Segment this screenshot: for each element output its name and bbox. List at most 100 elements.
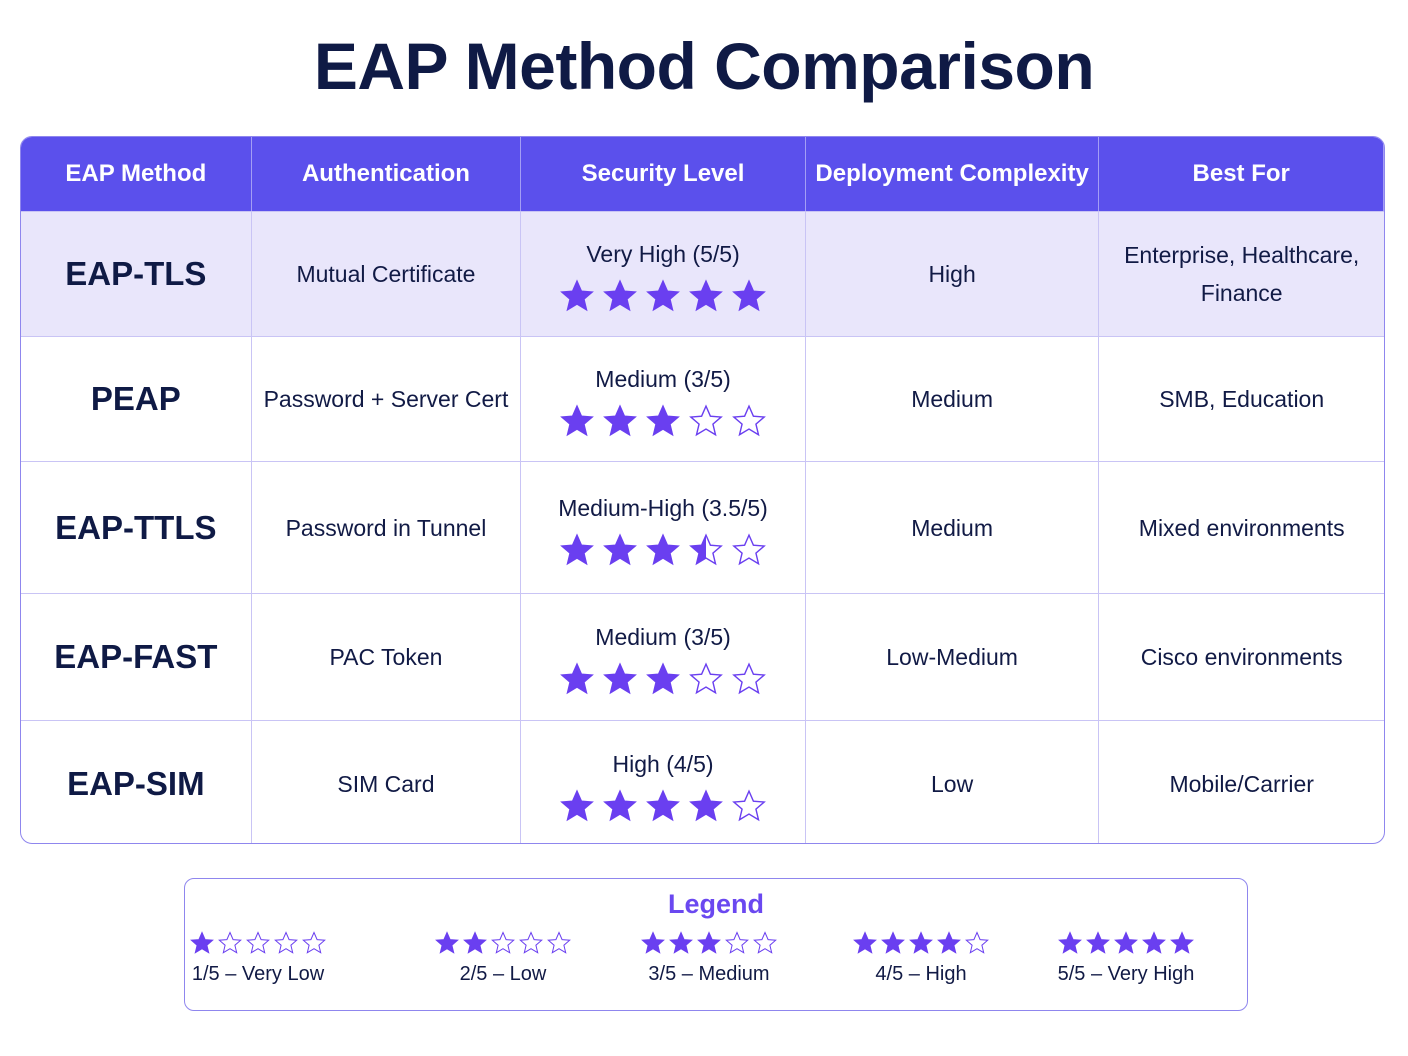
star-rating bbox=[560, 788, 766, 823]
complexity-cell-text: Low bbox=[930, 770, 974, 797]
authentication-cell-text: SIM Card bbox=[337, 770, 435, 797]
table-row: EAP-TLS Mutual Certificate Very High (5/5)… bbox=[21, 212, 1384, 337]
best-for-cell-text: Cisco environments bbox=[1140, 644, 1343, 670]
star-empty-icon bbox=[753, 931, 777, 954]
authentication-cell: SIM Card bbox=[252, 721, 522, 843]
legend-item: 2/5 – Low bbox=[403, 931, 603, 986]
star-filled-icon bbox=[435, 931, 459, 954]
method-cell: PEAP bbox=[21, 337, 252, 461]
table-header: EAP Method Authentication Security Level… bbox=[21, 137, 1384, 212]
star-filled-icon bbox=[1114, 931, 1138, 954]
security-cell-text: High (4/5) bbox=[612, 750, 714, 777]
star-rating bbox=[560, 404, 766, 438]
star-rating bbox=[560, 279, 766, 313]
star-filled-icon bbox=[603, 662, 637, 695]
star-filled-icon bbox=[697, 931, 721, 954]
star-filled-icon bbox=[603, 532, 637, 565]
best-for-cell: Cisco environments bbox=[1099, 594, 1384, 720]
comparison-table: EAP Method Authentication Security Level… bbox=[20, 136, 1385, 844]
authentication-cell: PAC Token bbox=[252, 594, 522, 720]
complexity-cell: High bbox=[806, 212, 1100, 336]
page-title: EAP Method Comparison bbox=[313, 29, 1095, 103]
star-rating bbox=[560, 662, 766, 696]
star-rating bbox=[853, 931, 989, 955]
star-filled-icon bbox=[732, 279, 766, 312]
star-rating bbox=[190, 931, 326, 955]
star-filled-icon bbox=[646, 532, 680, 565]
method-cell: EAP-TLS bbox=[21, 212, 252, 336]
star-filled-icon bbox=[646, 404, 680, 437]
table-row: EAP-SIM SIM Card High (4/5) Low Mobile/Carri… bbox=[21, 721, 1384, 843]
security-cell-text: Medium-High (3.5/5) bbox=[558, 494, 768, 521]
star-rating bbox=[641, 931, 777, 955]
star-empty-icon bbox=[491, 931, 515, 954]
star-empty-icon bbox=[218, 931, 242, 954]
star-empty-icon bbox=[732, 404, 766, 437]
star-filled-icon bbox=[560, 404, 594, 437]
star-empty-icon bbox=[274, 931, 298, 954]
table-row: PEAP Password + Server Cert Medium (3/5) Me… bbox=[21, 337, 1384, 462]
star-empty-icon bbox=[547, 931, 571, 954]
security-cell: Very High (5/5) bbox=[521, 212, 806, 336]
complexity-cell-text: Low-Medium bbox=[886, 644, 1018, 670]
complexity-cell: Medium bbox=[806, 337, 1100, 461]
star-empty-icon bbox=[725, 931, 749, 954]
header-security: Security Level bbox=[521, 137, 806, 211]
method-cell-text: EAP-TTLS bbox=[55, 508, 217, 546]
authentication-cell-text: Mutual Certificate bbox=[296, 261, 476, 287]
header-best-for: Best For bbox=[1099, 137, 1384, 211]
star-filled-icon bbox=[669, 931, 693, 954]
method-cell-text: EAP-TLS bbox=[65, 255, 207, 292]
authentication-cell: Password in Tunnel bbox=[252, 462, 522, 593]
legend-label: 3/5 – Medium bbox=[648, 963, 770, 985]
complexity-cell: Low-Medium bbox=[806, 594, 1100, 720]
star-filled-icon bbox=[689, 279, 723, 312]
star-filled-icon bbox=[1170, 931, 1194, 954]
security-cell-text: Medium (3/5) bbox=[595, 366, 731, 392]
star-filled-icon bbox=[560, 662, 594, 695]
authentication-cell-text: Password + Server Cert bbox=[263, 386, 509, 412]
star-filled-icon bbox=[853, 931, 877, 954]
legend-label: 2/5 – Low bbox=[459, 963, 547, 985]
star-empty-icon bbox=[246, 931, 270, 954]
star-half-icon bbox=[689, 532, 723, 565]
legend-label: 4/5 – High bbox=[875, 963, 967, 985]
table-row: EAP-TTLS Password in Tunnel Medium-High (3… bbox=[21, 462, 1384, 594]
complexity-cell-text: Medium bbox=[911, 386, 993, 412]
star-empty-icon bbox=[302, 931, 326, 954]
star-filled-icon bbox=[560, 788, 594, 821]
star-filled-icon bbox=[463, 931, 487, 954]
authentication-cell: Mutual Certificate bbox=[252, 212, 522, 336]
star-empty-icon bbox=[689, 662, 723, 695]
complexity-cell-text: High bbox=[928, 261, 976, 287]
best-for-cell: Mobile/Carrier bbox=[1099, 721, 1384, 843]
star-filled-icon bbox=[603, 404, 637, 437]
star-filled-icon bbox=[603, 788, 637, 821]
method-cell: EAP-TTLS bbox=[21, 462, 252, 593]
star-rating bbox=[1058, 931, 1194, 955]
star-empty-icon bbox=[732, 532, 766, 565]
best-for-cell: Mixed environments bbox=[1099, 462, 1384, 593]
star-filled-icon bbox=[909, 931, 933, 954]
method-cell-text: PEAP bbox=[90, 380, 181, 417]
security-cell: Medium (3/5) bbox=[521, 594, 806, 720]
authentication-cell-text: PAC Token bbox=[329, 644, 443, 670]
star-empty-icon bbox=[519, 931, 543, 954]
star-filled-icon bbox=[1142, 931, 1166, 954]
legend-item: 1/5 – Very Low bbox=[158, 931, 358, 986]
complexity-cell: Medium bbox=[806, 462, 1100, 593]
best-for-cell: Enterprise, Healthcare, Finance bbox=[1099, 212, 1384, 336]
authentication-cell: Password + Server Cert bbox=[252, 337, 522, 461]
star-filled-icon bbox=[689, 788, 723, 821]
star-filled-icon bbox=[603, 279, 637, 312]
header-method: EAP Method bbox=[21, 137, 252, 211]
method-cell: EAP-FAST bbox=[21, 594, 252, 720]
star-filled-icon bbox=[560, 532, 594, 565]
legend-item: 5/5 – Very High bbox=[1026, 931, 1226, 986]
star-empty-icon bbox=[732, 662, 766, 695]
star-rating bbox=[435, 931, 571, 955]
legend-item: 3/5 – Medium bbox=[609, 931, 809, 986]
star-filled-icon bbox=[641, 931, 665, 954]
legend: Legend 1/5 – Very Low 2/5 – Low 3/5 – Medi… bbox=[184, 878, 1248, 1011]
security-cell: High (4/5) bbox=[521, 721, 806, 843]
